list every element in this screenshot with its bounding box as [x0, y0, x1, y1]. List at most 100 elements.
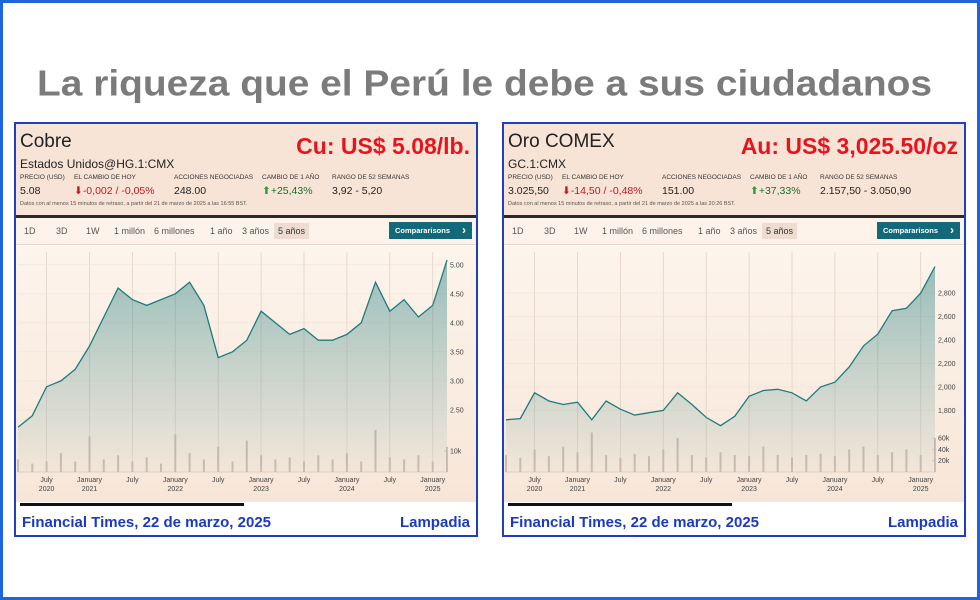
headline-price: Au: US$ 3,025.50/oz: [740, 133, 958, 159]
x-tick-label: July: [700, 477, 713, 484]
stat-label: PRECIO (USD): [20, 174, 65, 181]
y2-tick-label: 10k: [450, 449, 462, 456]
y-tick-label: 2,000: [938, 384, 956, 391]
delay-note: Datos con al menos 15 minutos de retraso…: [20, 201, 248, 207]
range-button[interactable]: 3 años: [730, 226, 758, 236]
brand: Lampadia: [399, 514, 470, 531]
brand: Lampadia: [887, 514, 958, 531]
scroll-bar: [20, 503, 244, 506]
y-tick-label: 2,400: [938, 338, 956, 345]
chart: July 2020 January 2021 July January 2022 July Ja…: [504, 246, 964, 502]
ticker: GC.1:CMX: [508, 157, 567, 171]
range-toolbar: 1D 3D 1W 1 millón 6 millones 1 año 3 años 5 año…: [16, 218, 476, 245]
x-tick-label: January 2024: [334, 477, 359, 493]
stat-label: ACCIONES NEGOCIADAS: [174, 174, 254, 181]
compare-button[interactable]: Compararisons: [876, 222, 960, 239]
stat-value: 5.08: [20, 185, 41, 197]
range-button[interactable]: 1 año: [210, 226, 233, 236]
compare-button[interactable]: Compararisons: [388, 222, 472, 239]
x-tick-label: January 2023: [249, 477, 274, 493]
stat: PRECIO (USD) 3.025,50: [508, 174, 553, 197]
range-button[interactable]: 1 millón: [602, 226, 634, 236]
range-button[interactable]: 3 años: [242, 226, 270, 236]
stat-value: -14,50 / -0,48%: [562, 185, 643, 197]
x-tick-label: January 2021: [77, 477, 102, 493]
stat-label: RANGO DE 52 SEMANAS: [820, 174, 898, 181]
range-button[interactable]: 3D: [56, 226, 68, 236]
stat: CAMBIO DE 1 AÑO +25,43%: [262, 174, 319, 197]
scroll-bar: [508, 503, 732, 506]
stat-label: EL CAMBIO DE HOY: [74, 174, 136, 181]
stat: RANGO DE 52 SEMANAS 3,92 - 5,20: [332, 174, 409, 197]
panel-header: Cobre Cu: US$ 5.08/lb. Estados Unidos@HG.1…: [16, 124, 476, 218]
stat-label: CAMBIO DE 1 AÑO: [750, 174, 808, 181]
title-box: La riqueza que el Perú le debe a sus ciu…: [37, 63, 932, 104]
y2-tick-label: 40k: [938, 447, 950, 454]
asset-name: Cobre: [20, 131, 72, 152]
x-tick-label: January 2024: [822, 477, 847, 493]
stat-value: 2.157,50 - 3.050,90: [820, 185, 912, 197]
area: [18, 260, 447, 472]
y-tick-label: 4.00: [450, 320, 464, 327]
source: Financial Times, 22 de marzo, 2025: [510, 514, 760, 531]
range-button[interactable]: 1W: [86, 226, 100, 236]
x-tick-label: July: [298, 477, 311, 484]
panel: Cobre Cu: US$ 5.08/lb. Estados Unidos@HG.1…: [14, 122, 478, 537]
price-line: [505, 266, 936, 427]
x-tick-label: January 2025: [908, 477, 933, 493]
range-button[interactable]: 5 años: [762, 223, 798, 239]
headline-price: Cu: US$ 5.08/lb.: [296, 133, 470, 159]
panel-header: Oro COMEX Au: US$ 3,025.50/oz GC.1:CMX PREC…: [504, 124, 964, 218]
footer: Financial Times, 22 de marzo, 2025 Lampad…: [16, 508, 476, 535]
x-tick-label: July 2020: [39, 477, 55, 493]
stat: EL CAMBIO DE HOY -0,002 / -0,05%: [74, 174, 155, 197]
y-tick-label: 1,800: [938, 408, 956, 415]
range-button[interactable]: 1 millón: [114, 226, 146, 236]
y-tick-label: 2.50: [450, 407, 464, 414]
stat-value: 3.025,50: [508, 185, 549, 197]
stat: CAMBIO DE 1 AÑO +37,33%: [750, 174, 807, 197]
x-tick-label: January 2025: [420, 477, 445, 493]
y2-tick-label: 20k: [938, 458, 950, 465]
stat-label: CAMBIO DE 1 AÑO: [262, 174, 320, 181]
range-button[interactable]: 6 millones: [642, 226, 683, 236]
y-tick-label: 3.50: [450, 349, 464, 356]
stat-label: ACCIONES NEGOCIADAS: [662, 174, 742, 181]
stat-value: 3,92 - 5,20: [332, 185, 383, 197]
stat-label: PRECIO (USD): [508, 174, 553, 181]
x-tick-label: July 2020: [527, 477, 543, 493]
range-button[interactable]: 3D: [544, 226, 556, 236]
range-button[interactable]: 1D: [512, 226, 524, 236]
y-tick-label: 4.50: [450, 291, 464, 298]
stat: RANGO DE 52 SEMANAS 2.157,50 - 3.050,90: [820, 174, 911, 197]
x-tick-label: July: [126, 477, 139, 484]
x-tick-label: January 2021: [565, 477, 590, 493]
stat-label: RANGO DE 52 SEMANAS: [332, 174, 410, 181]
y-tick-label: 2,200: [938, 361, 956, 368]
y-tick-label: 3.00: [450, 378, 464, 385]
range-button[interactable]: 5 años: [274, 223, 310, 239]
stat-value: +37,33%: [750, 185, 807, 197]
stat: EL CAMBIO DE HOY -14,50 / -0,48%: [562, 174, 643, 197]
stat: PRECIO (USD) 5.08: [20, 174, 65, 197]
x-tick-label: January 2022: [163, 477, 188, 493]
stat-label: EL CAMBIO DE HOY: [562, 174, 624, 181]
y2-tick-label: 60k: [938, 436, 950, 443]
range-button[interactable]: 1 año: [698, 226, 721, 236]
y-tick-label: 5.00: [450, 262, 464, 269]
range-button[interactable]: 6 millones: [154, 226, 195, 236]
range-toolbar: 1D 3D 1W 1 millón 6 millones 1 año 3 años 5 año…: [504, 218, 964, 245]
stat-value: 248.00: [174, 185, 207, 197]
x-tick-label: July: [384, 477, 397, 484]
range-button[interactable]: 1D: [24, 226, 36, 236]
delay-note: Datos con al menos 15 minutos de retraso…: [508, 201, 736, 207]
ticker: Estados Unidos@HG.1:CMX: [20, 157, 175, 171]
x-tick-label: July: [786, 477, 799, 484]
source: Financial Times, 22 de marzo, 2025: [22, 514, 272, 531]
stat-value: -0,002 / -0,05%: [74, 185, 155, 197]
range-button[interactable]: 1W: [574, 226, 588, 236]
stat-value: 151.00: [662, 185, 695, 197]
asset-name: Oro COMEX: [508, 131, 615, 152]
panel: Oro COMEX Au: US$ 3,025.50/oz GC.1:CMX PREC…: [502, 122, 966, 537]
price-line: [17, 259, 448, 428]
